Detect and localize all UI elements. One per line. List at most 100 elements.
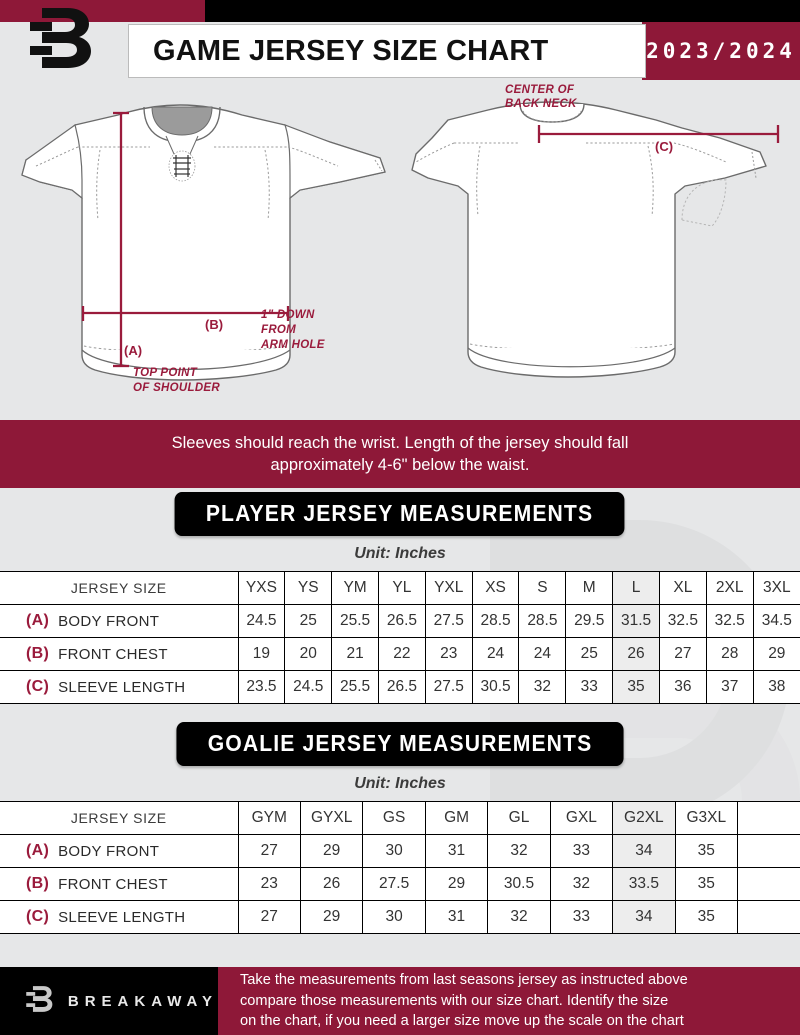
measurement-value-cell: 27 bbox=[237, 834, 301, 868]
table-row: (C) SLEEVE LENGTH 23.5 24.5 25.5 26.5 27.5 30.5… bbox=[0, 670, 800, 704]
measurement-value-cell: 23 bbox=[424, 637, 473, 671]
breakaway-b-logo-icon bbox=[30, 8, 91, 68]
measurement-value-cell: 30.5 bbox=[487, 867, 551, 901]
measurement-label: FRONT CHEST bbox=[58, 875, 168, 893]
measurement-value-cell bbox=[737, 867, 800, 901]
measurement-value-cell: 35 bbox=[674, 900, 739, 934]
size-column-header bbox=[737, 801, 800, 835]
size-column-header: S bbox=[518, 571, 567, 605]
measurement-value-cell: 29 bbox=[752, 637, 800, 671]
jersey-diagrams: (B) (A) TOP POINT OF SHOULDER 1" DOWN FR… bbox=[0, 80, 800, 418]
measurement-value-cell: 24.5 bbox=[284, 670, 333, 704]
footer-line-2: compare those measurements with our size… bbox=[240, 992, 669, 1009]
jersey-size-header: JERSEY SIZE bbox=[0, 571, 239, 605]
breakaway-b-logo-icon bbox=[26, 986, 53, 1012]
measurement-value-cell: 31.5 bbox=[612, 604, 660, 638]
table-row: (A) BODY FRONT 24.5 25 25.5 26.5 27.5 28.5 28.5 2… bbox=[0, 604, 800, 638]
measurement-label-cell: (B) FRONT CHEST bbox=[0, 637, 239, 671]
measurement-value-cell: 24.5 bbox=[237, 604, 286, 638]
measurement-marker: (C) bbox=[26, 908, 50, 925]
jersey-size-header: JERSEY SIZE bbox=[0, 801, 239, 835]
size-column-header: YS bbox=[284, 571, 333, 605]
measurement-label-cell: (C) SLEEVE LENGTH bbox=[0, 670, 239, 704]
measurement-value-cell bbox=[737, 834, 800, 868]
size-column-header: 2XL bbox=[705, 571, 754, 605]
table-row: (B) FRONT CHEST 19 20 21 22 23 24 24 25 26 27 28 29 bbox=[0, 637, 800, 671]
footer-line-1: Take the measurements from last seasons … bbox=[240, 971, 688, 988]
goalie-section-title: GOALIE JERSEY MEASUREMENTS bbox=[176, 722, 624, 766]
measurement-value-cell: 20 bbox=[284, 637, 333, 671]
measurement-marker: (A) bbox=[26, 612, 50, 629]
header: 2023/2024 GAME JERSEY SIZE CHART bbox=[0, 22, 800, 80]
table-row: (B) FRONT CHEST 23 26 27.5 29 30.5 32 33.5 35 bbox=[0, 867, 800, 901]
measurement-value-cell: 29 bbox=[299, 834, 364, 868]
size-column-header: YM bbox=[331, 571, 379, 605]
measurement-marker: (B) bbox=[26, 645, 50, 662]
measurement-value-cell: 36 bbox=[658, 670, 707, 704]
measurement-value-cell: 34 bbox=[612, 900, 676, 934]
top-strip-black bbox=[0, 0, 800, 22]
measurement-value-cell: 24 bbox=[518, 637, 567, 671]
measurement-value-cell: 33 bbox=[549, 900, 614, 934]
measurement-label: SLEEVE LENGTH bbox=[58, 908, 186, 926]
size-column-header: 3XL bbox=[752, 571, 800, 605]
size-column-header: XS bbox=[471, 571, 520, 605]
measurement-value-cell: 30 bbox=[362, 834, 426, 868]
measurement-label-cell: (A) BODY FRONT bbox=[0, 604, 239, 638]
measurement-value-cell: 23.5 bbox=[237, 670, 286, 704]
measurement-label: FRONT CHEST bbox=[58, 645, 168, 663]
front-marker-a: (A) bbox=[124, 343, 142, 358]
measurement-value-cell: 24 bbox=[471, 637, 520, 671]
measurement-value-cell: 35 bbox=[674, 867, 739, 901]
measurement-value-cell bbox=[737, 900, 800, 934]
size-column-header: GYXL bbox=[299, 801, 364, 835]
measurement-value-cell: 19 bbox=[237, 637, 286, 671]
measurement-label-cell: (A) BODY FRONT bbox=[0, 834, 239, 868]
size-column-header: YL bbox=[378, 571, 426, 605]
measurement-value-cell: 32 bbox=[487, 834, 551, 868]
measurement-value-cell: 37 bbox=[705, 670, 754, 704]
front-note-a-line1: TOP POINT bbox=[133, 367, 198, 379]
measurement-value-cell: 29 bbox=[424, 867, 489, 901]
measurement-value-cell: 31 bbox=[424, 900, 489, 934]
measurement-value-cell: 33 bbox=[565, 670, 614, 704]
front-note-a-line2: OF SHOULDER bbox=[133, 382, 220, 394]
table-row: (C) SLEEVE LENGTH 27 29 30 31 32 33 34 35 bbox=[0, 900, 800, 934]
measurement-marker: (C) bbox=[26, 678, 50, 695]
front-note-b-line3: ARM HOLE bbox=[260, 339, 325, 351]
measurement-value-cell: 34.5 bbox=[752, 604, 800, 638]
measurement-value-cell: 35 bbox=[612, 670, 660, 704]
back-note-c-line1: CENTER OF bbox=[505, 84, 575, 96]
player-unit-label: Unit: Inches bbox=[354, 545, 446, 562]
size-column-header: GYM bbox=[237, 801, 301, 835]
measurement-value-cell: 30 bbox=[362, 900, 426, 934]
footer-brand-name: BREAKAWAY bbox=[67, 992, 218, 1010]
measurement-value-cell: 32 bbox=[518, 670, 567, 704]
measurement-value-cell: 32 bbox=[549, 867, 614, 901]
measurement-marker: (A) bbox=[26, 842, 50, 859]
front-note-b-line2: FROM bbox=[261, 324, 296, 336]
front-measurement-lines bbox=[81, 111, 290, 368]
measurement-value-cell: 32 bbox=[487, 900, 551, 934]
front-jersey-illustration bbox=[21, 104, 386, 381]
measurement-label-cell: (B) FRONT CHEST bbox=[0, 867, 239, 901]
sizing-note-band: Sleeves should reach the wrist. Length o… bbox=[0, 420, 800, 488]
table-header-row: JERSEY SIZE GYM GYXL GS GM GL GXL G2XL G3XL bbox=[0, 801, 800, 835]
note-line-2: approximately 4-6" below the waist. bbox=[270, 456, 530, 474]
year-badge: 2023/2024 bbox=[642, 22, 800, 80]
measurement-value-cell: 23 bbox=[237, 867, 301, 901]
size-column-header: M bbox=[565, 571, 614, 605]
measurement-value-cell: 25 bbox=[284, 604, 333, 638]
measurement-value-cell: 32.5 bbox=[658, 604, 707, 638]
measurement-value-cell: 30.5 bbox=[471, 670, 520, 704]
footer-logo-area: BREAKAWAY bbox=[0, 967, 218, 1035]
measurement-value-cell: 25.5 bbox=[331, 604, 379, 638]
measurement-value-cell: 34 bbox=[612, 834, 676, 868]
table-row: (A) BODY FRONT 27 29 30 31 32 33 34 35 bbox=[0, 834, 800, 868]
measurement-value-cell: 33 bbox=[549, 834, 614, 868]
measurement-value-cell: 22 bbox=[378, 637, 426, 671]
table-header-row: JERSEY SIZE YXS YS YM YL YXL XS S M L XL 2XL 3XL bbox=[0, 571, 800, 605]
measurement-value-cell: 33.5 bbox=[612, 867, 676, 901]
size-column-header: L bbox=[612, 571, 660, 605]
player-jersey-section: PLAYER JERSEY MEASUREMENTS Unit: Inches … bbox=[0, 492, 800, 704]
